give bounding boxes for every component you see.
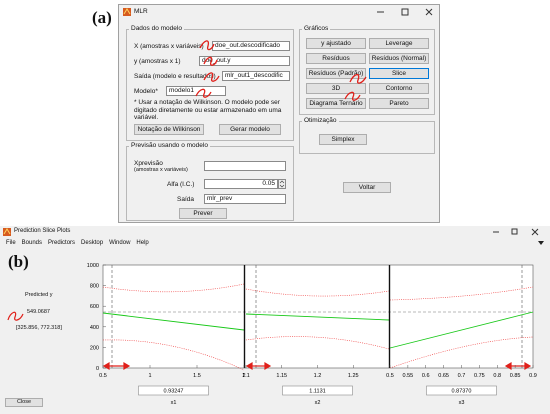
x-tick-label: 1.5 [193,373,201,379]
pen-arrows [7,311,532,371]
button[interactable]: Resíduos (Normal) [369,53,429,64]
panel-title: Otimização [302,117,339,124]
y-tick-label: 800 [90,284,99,290]
number-input[interactable]: 0.05 [204,179,278,189]
button[interactable]: Prever [179,208,227,219]
button[interactable]: Simplex [319,134,367,145]
pen-annotations [195,40,367,101]
prediction-panel [126,146,294,221]
button[interactable]: Resíduos (Padrão) [306,68,366,79]
field-label: Xprevisão [134,160,163,167]
field-label: y (amostras x 1) [134,58,181,65]
field-label: Alfa (I.C.) [167,181,195,188]
button[interactable]: Contorno [369,83,429,94]
x-tick-label: 1.15 [276,373,287,379]
x-tick-label: 1.1 [242,373,250,379]
x-tick-label: 0.75 [474,373,485,379]
x-tick-label: 2 [242,373,245,379]
x-tick-label: 0.6 [422,373,430,379]
button[interactable]: Voltar [343,182,391,193]
x-tick-label: 0.5 [386,373,394,379]
predictor-value[interactable]: 1.1131 [309,389,325,395]
plot-area [102,264,534,369]
y-tick-label: 200 [90,345,99,351]
predictor-name: x2 [315,400,321,406]
x-tick-label: 0.7 [458,373,466,379]
text-input[interactable]: mlr_prev [204,194,286,204]
y-tick-label: 400 [90,325,99,331]
window-title: MLR [134,8,148,15]
field-label: Modelo* [134,88,158,95]
app-icon [3,228,11,236]
prediction-interval: [325.856, 772.318] [16,325,62,331]
menu-item[interactable]: File [6,240,16,246]
field-sublabel: (amostras x variáveis) [134,167,188,173]
y-tick-label: 1000 [87,263,99,269]
text-input[interactable] [204,161,286,171]
x-tick-label: 0.55 [403,373,414,379]
panel-title: Previsão usando o modelo [129,142,210,149]
button[interactable]: Gerar modelo [219,124,281,135]
x-tick-label: 0.9 [529,373,537,379]
window-title: Prediction Slice Plots [14,228,71,234]
x-tick-label: 0.8 [493,373,501,379]
field-label: Saída [177,196,194,203]
predicted-label: Predicted y [25,292,53,298]
x-tick-label: 0.65 [438,373,449,379]
text-input[interactable]: mlr_out1_descodific [222,71,290,81]
button[interactable]: Pareto [369,98,429,109]
window-controls[interactable] [490,227,545,237]
model-panel [126,29,294,141]
x-tick-label: 1.25 [348,373,359,379]
menu-arrow[interactable] [538,241,544,246]
optimization-panel [299,121,435,154]
graphs-panel [299,29,435,115]
button[interactable]: 3D [306,83,366,94]
field-label: X (amostras x variáveis) [134,43,204,50]
y-tick-label: 0 [96,366,99,372]
app-icon [123,8,131,16]
predictor-value[interactable]: 0.93247 [164,389,184,395]
predictor-value[interactable]: 0.87370 [452,389,472,395]
x-tick-label: 0.5 [99,373,107,379]
x-tick-label: 1 [148,373,151,379]
window-controls[interactable] [374,7,439,17]
menu-bar: File Bounds Predictors Desktop Window Help [6,240,155,246]
button[interactable]: Notação de Wilkinson [134,124,204,135]
panel-title: Gráficos [302,25,331,32]
button[interactable]: Slice [369,68,429,79]
note: * Usar a notação de Wilkinson. O modelo … [134,99,282,121]
panel-label: (a) [92,8,112,27]
button[interactable]: Leverage [369,38,429,49]
menu-item[interactable]: Predictors [48,240,76,246]
mlr-window: MLR Dados do modelo X (amostras x variáv… [118,4,440,223]
menu-item[interactable]: Help [136,240,149,246]
field-label: Saída (modelo e resultados) [134,73,216,80]
menu-item[interactable]: Window [109,240,131,246]
x-tick-label: 0.85 [510,373,521,379]
button[interactable]: y ajustado [306,38,366,49]
predictor-name: x1 [171,400,177,406]
panel-title: Dados do modelo [129,25,184,32]
spinner[interactable] [278,179,286,189]
y-tick-label: 600 [90,304,99,310]
button[interactable]: Resíduos [306,53,366,64]
value-box[interactable] [426,385,497,396]
button[interactable]: Diagrama Ternário [306,98,366,109]
panel-label: (b) [8,252,29,271]
predictor-name: x3 [459,400,465,406]
menu-item[interactable]: Bounds [21,240,43,246]
x-tick-label: 1.2 [314,373,322,379]
button[interactable]: Close [5,398,43,407]
menu-item[interactable]: Desktop [81,240,104,246]
predicted-value: 549.0687 [27,309,50,315]
value-box[interactable] [282,385,353,396]
plot-curves [102,265,534,371]
value-box[interactable] [138,385,209,396]
